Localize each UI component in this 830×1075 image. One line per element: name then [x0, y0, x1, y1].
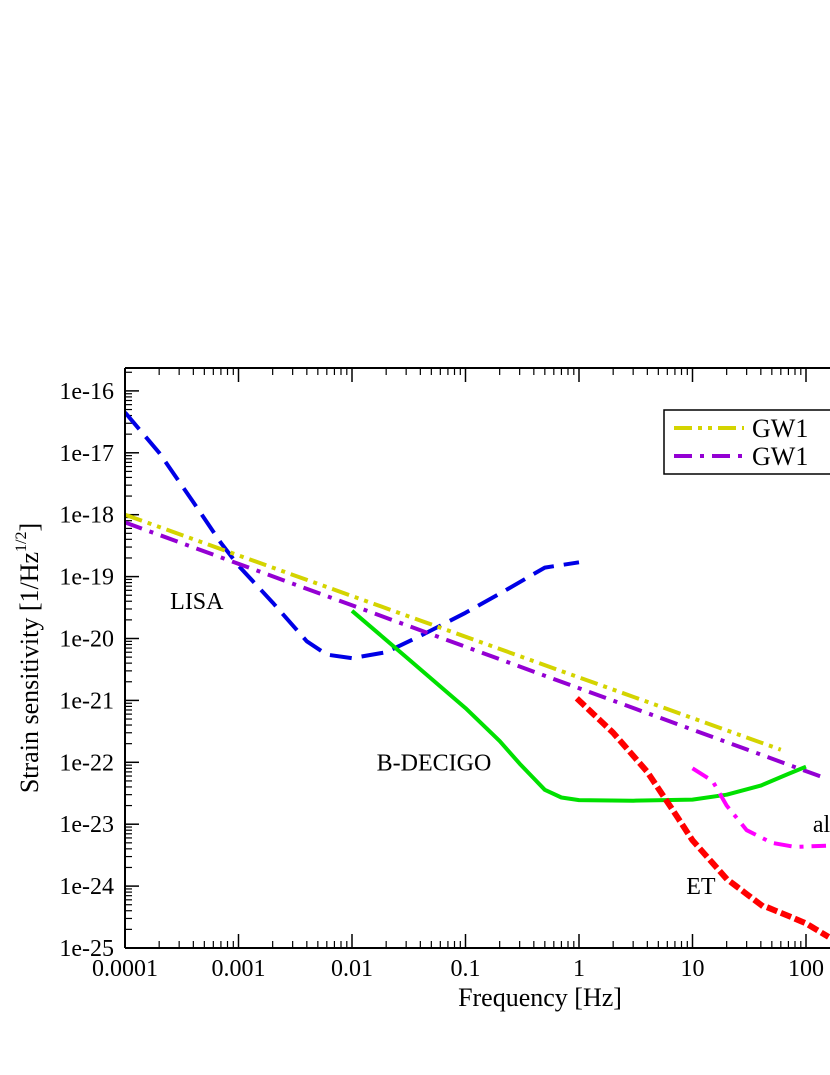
x-tick-label: 0.001 — [212, 956, 266, 982]
curve-label: B-DECIGO — [377, 750, 492, 776]
curve-label: ET — [686, 874, 716, 900]
series-layer — [125, 411, 830, 940]
y-tick-label: 1e-19 — [59, 565, 114, 591]
y-tick-label: 1e-23 — [59, 812, 114, 838]
x-tick-label: 100 — [788, 956, 824, 982]
series-line-et — [574, 696, 830, 940]
y-tick-label: 1e-17 — [59, 441, 114, 467]
curve-label: LISA — [170, 589, 224, 615]
series-line-aligo — [691, 766, 827, 849]
x-tick-label: 0.1 — [451, 956, 481, 982]
legend: GW1 GW1 — [663, 409, 830, 475]
series-line-gw-yellow — [125, 512, 782, 752]
axis-ticks: 0.0001 0.001 0.01 0.1 1 10 100 1e-16 1e-17 1e-18 1… — [59, 368, 824, 982]
y-tick-label: 1e-22 — [59, 750, 114, 776]
legend-label-gw-purple: GW1 — [752, 442, 808, 471]
x-tick-label: 0.0001 — [92, 956, 158, 982]
y-axis-title: Strain sensitivity [1/Hz1/2] — [13, 523, 44, 793]
curve-label: al — [813, 812, 830, 838]
x-tick-label: 0.01 — [331, 956, 373, 982]
y-tick-label: 1e-25 — [59, 936, 114, 962]
legend-label-gw-yellow: GW1 — [752, 414, 808, 443]
curve-labels: LISA B-DECIGO ET al — [170, 589, 830, 900]
y-tick-label: 1e-18 — [59, 503, 114, 529]
x-axis-title: Frequency [Hz] — [458, 983, 622, 1012]
y-tick-label: 1e-20 — [59, 627, 114, 653]
y-tick-label: 1e-24 — [59, 874, 114, 900]
y-tick-label: 1e-21 — [59, 688, 114, 714]
series-line-b-decigo — [350, 609, 807, 803]
x-tick-label: 10 — [681, 956, 705, 982]
legend-box — [663, 409, 830, 475]
series-line-lisa — [125, 411, 580, 661]
y-tick-label: 1e-16 — [59, 379, 114, 405]
x-tick-label: 1 — [573, 956, 585, 982]
series-line-gw-purple — [125, 520, 827, 781]
